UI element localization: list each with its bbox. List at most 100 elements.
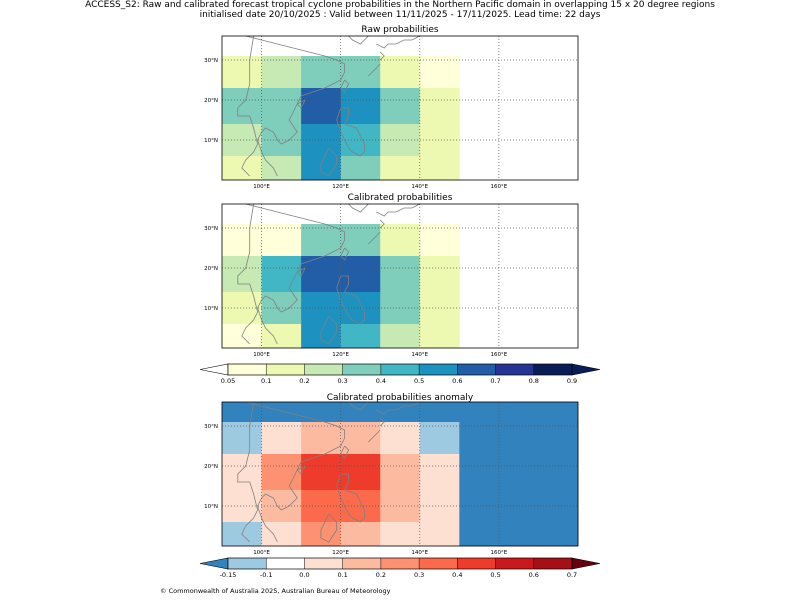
coastline xyxy=(348,203,369,213)
colorbar-tick-label: -0.15 xyxy=(220,571,237,579)
heatmap-cell xyxy=(380,422,421,455)
heatmap-cell xyxy=(380,224,421,257)
coastline xyxy=(320,147,338,177)
colorbar-tick-label: 0.05 xyxy=(221,377,235,385)
heatmap-cell xyxy=(222,88,262,125)
y-tick-label: 10°N xyxy=(204,504,218,510)
heatmap-cell xyxy=(222,224,262,257)
coastline xyxy=(340,445,350,459)
coastline xyxy=(379,51,385,61)
y-tick-label: 20°N xyxy=(204,266,218,272)
coastline xyxy=(320,513,338,543)
coastline xyxy=(320,315,338,345)
coastline xyxy=(348,401,369,411)
panel-title: Raw probabilities xyxy=(361,25,439,35)
heatmap-cell xyxy=(340,56,381,89)
colorbar-tick-label: 0.4 xyxy=(376,377,386,385)
x-tick-label: 120°E xyxy=(332,184,349,190)
coastline xyxy=(296,99,306,109)
heatmap-cell xyxy=(340,156,381,181)
x-tick-label: 140°E xyxy=(411,352,428,358)
coastline xyxy=(379,417,385,427)
map-panel-1: Raw probabilities 100°E 120°E 140°E 160°E 10°… xyxy=(204,25,579,190)
colorbar-segment xyxy=(304,364,343,375)
heatmap-cell xyxy=(380,56,421,89)
colorbar-segment xyxy=(457,558,496,569)
colorbar-tick-label: 0.0 xyxy=(299,571,309,579)
heatmap-cell xyxy=(261,224,302,257)
heatmap-cell xyxy=(419,256,460,293)
coastline xyxy=(376,35,420,49)
colorbar-tick-label: 0.7 xyxy=(567,571,577,579)
heatmap-cell xyxy=(261,56,302,89)
y-tick-label: 20°N xyxy=(204,98,218,104)
heatmap-cell xyxy=(222,256,262,293)
x-tick-label: 100°E xyxy=(253,352,270,358)
heatmap-cell xyxy=(261,256,302,293)
colorbar-segment xyxy=(419,558,458,569)
heatmap-cell xyxy=(419,324,460,349)
heatmap-cell xyxy=(498,522,539,547)
heatmap-cell xyxy=(340,324,381,349)
map-panel-3: Calibrated probabilities anomaly 100°E 120… xyxy=(204,393,579,556)
colorbar-under-extension xyxy=(199,363,229,376)
heatmap-cell xyxy=(261,156,302,181)
x-tick-label: 120°E xyxy=(332,550,349,556)
coastline xyxy=(368,231,381,245)
y-tick-label: 20°N xyxy=(204,464,218,470)
colorbar-tick-label: 0.1 xyxy=(337,571,347,579)
colorbar-over-extension xyxy=(571,557,601,570)
coastline xyxy=(376,401,420,415)
coastline xyxy=(296,267,306,277)
heatmap-cell xyxy=(340,422,381,455)
colorbar-tick-label: 0.6 xyxy=(529,571,539,579)
panel-title: Calibrated probabilities xyxy=(348,193,453,203)
colorbar-segment xyxy=(342,364,382,375)
heatmap-cell xyxy=(538,422,579,455)
coastline xyxy=(336,107,365,157)
heatmap-cell xyxy=(419,56,460,89)
colorbar-tick-label: 0.8 xyxy=(529,377,539,385)
colorbar-tick-label: 0.3 xyxy=(414,571,424,579)
coastline xyxy=(336,275,365,325)
y-tick-label: 10°N xyxy=(204,306,218,312)
coastline xyxy=(296,465,306,475)
heatmap-cell xyxy=(459,422,500,455)
x-tick-label: 100°E xyxy=(253,184,270,190)
x-tick-label: 140°E xyxy=(411,550,428,556)
heatmap-cell xyxy=(380,454,421,491)
figure-title-line-1: ACCESS_S2: Raw and calibrated forecast t… xyxy=(85,0,715,10)
heatmap-cell xyxy=(380,522,421,547)
heatmap-cell xyxy=(380,490,421,523)
map-panel-2: Calibrated probabilities 100°E 120°E 140°E 1… xyxy=(204,193,579,358)
coastline xyxy=(336,473,365,523)
heatmap-cell xyxy=(301,422,341,455)
heatmap-cell xyxy=(419,522,460,547)
heatmap-cell xyxy=(538,522,579,547)
colorbar-segment xyxy=(533,558,573,569)
x-tick-label: 120°E xyxy=(332,352,349,358)
colorbar-segment xyxy=(342,558,382,569)
colorbar-tick-label: 0.4 xyxy=(452,571,462,579)
colorbar-segment xyxy=(380,364,420,375)
heatmap-cell xyxy=(380,124,421,157)
heatmap-cell xyxy=(340,88,381,125)
colorbar-tick-label: 0.9 xyxy=(567,377,577,385)
colorbar-segment xyxy=(495,364,534,375)
colorbar-over-extension xyxy=(571,363,601,376)
heatmap-cell xyxy=(261,88,302,125)
colorbar-segment xyxy=(419,364,458,375)
colorbar-frame xyxy=(227,557,573,570)
heatmap-cell xyxy=(459,522,500,547)
y-tick-label: 30°N xyxy=(204,226,218,232)
colorbar-segment xyxy=(304,558,343,569)
colorbar-frame xyxy=(227,363,573,376)
heatmap-cell xyxy=(419,224,460,257)
coastline xyxy=(237,401,259,543)
colorbar-segment xyxy=(266,364,305,375)
coastline xyxy=(348,35,369,45)
x-tick-label: 140°E xyxy=(411,184,428,190)
heatmap-cell xyxy=(419,454,460,491)
heatmap-cell xyxy=(222,56,262,89)
colorbar-tick-label: 0.1 xyxy=(261,377,271,385)
